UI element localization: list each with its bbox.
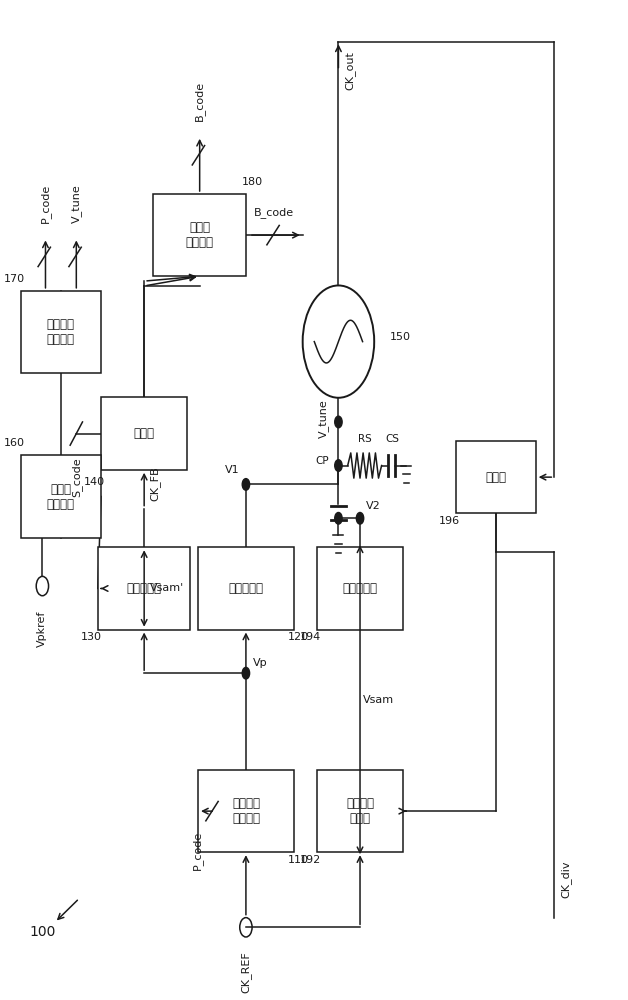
FancyBboxPatch shape <box>456 441 536 513</box>
Text: CP: CP <box>315 456 329 466</box>
Text: B_code: B_code <box>194 81 205 121</box>
Text: Vsam: Vsam <box>363 695 394 705</box>
Text: 回转率
控制电路: 回转率 控制电路 <box>47 483 75 511</box>
Circle shape <box>335 512 342 524</box>
FancyBboxPatch shape <box>153 194 246 276</box>
Text: V1: V1 <box>225 465 240 475</box>
Circle shape <box>242 667 249 679</box>
FancyBboxPatch shape <box>21 455 101 538</box>
Text: RS: RS <box>358 434 372 444</box>
Text: Vsam': Vsam' <box>150 583 185 593</box>
Text: CK_out: CK_out <box>345 51 355 90</box>
FancyBboxPatch shape <box>98 547 190 630</box>
Circle shape <box>242 479 249 490</box>
Text: Vp: Vp <box>253 658 268 668</box>
Circle shape <box>356 512 364 524</box>
Text: 180: 180 <box>242 177 263 187</box>
Circle shape <box>335 460 342 471</box>
Text: 第一电荷泵: 第一电荷泵 <box>229 582 263 595</box>
FancyBboxPatch shape <box>21 291 101 373</box>
Text: 110: 110 <box>288 855 309 865</box>
Text: 粗频率
选择电路: 粗频率 选择电路 <box>186 221 214 249</box>
FancyBboxPatch shape <box>317 547 403 630</box>
Text: 脉冲信号
产生电路: 脉冲信号 产生电路 <box>232 797 260 825</box>
Text: 140: 140 <box>84 477 106 487</box>
FancyBboxPatch shape <box>198 547 294 630</box>
Text: CS: CS <box>386 434 399 444</box>
Text: 150: 150 <box>389 332 411 342</box>
Text: 相位频率
检测器: 相位频率 检测器 <box>346 797 374 825</box>
Text: P_code: P_code <box>192 830 203 870</box>
Text: V2: V2 <box>366 501 381 511</box>
Text: B_code: B_code <box>254 207 295 218</box>
Text: 192: 192 <box>300 855 322 865</box>
Text: S_code: S_code <box>71 458 82 497</box>
Text: P_code: P_code <box>40 184 51 223</box>
Text: 196: 196 <box>439 516 460 526</box>
Text: 脉冲宽度
控制电路: 脉冲宽度 控制电路 <box>47 318 75 346</box>
Text: 缓冲器: 缓冲器 <box>134 427 154 440</box>
FancyBboxPatch shape <box>198 770 294 852</box>
Text: V_tune: V_tune <box>71 184 82 223</box>
Text: 160: 160 <box>4 438 25 448</box>
Text: 第二电荷泵: 第二电荷泵 <box>342 582 377 595</box>
Circle shape <box>335 416 342 428</box>
Text: 除频器: 除频器 <box>485 471 506 484</box>
Text: 194: 194 <box>300 632 322 642</box>
Text: V_tune: V_tune <box>318 400 329 438</box>
FancyBboxPatch shape <box>317 770 403 852</box>
Text: 100: 100 <box>30 925 56 939</box>
Text: CK_REF: CK_REF <box>241 952 251 993</box>
Text: Vpkref: Vpkref <box>38 610 47 647</box>
Text: 相位检测器: 相位检测器 <box>127 582 161 595</box>
Text: CK_FB: CK_FB <box>149 466 160 501</box>
Text: 170: 170 <box>4 274 25 284</box>
FancyBboxPatch shape <box>101 397 187 470</box>
Text: 130: 130 <box>81 632 102 642</box>
Text: 120: 120 <box>288 632 309 642</box>
Text: CK_div: CK_div <box>560 860 571 898</box>
